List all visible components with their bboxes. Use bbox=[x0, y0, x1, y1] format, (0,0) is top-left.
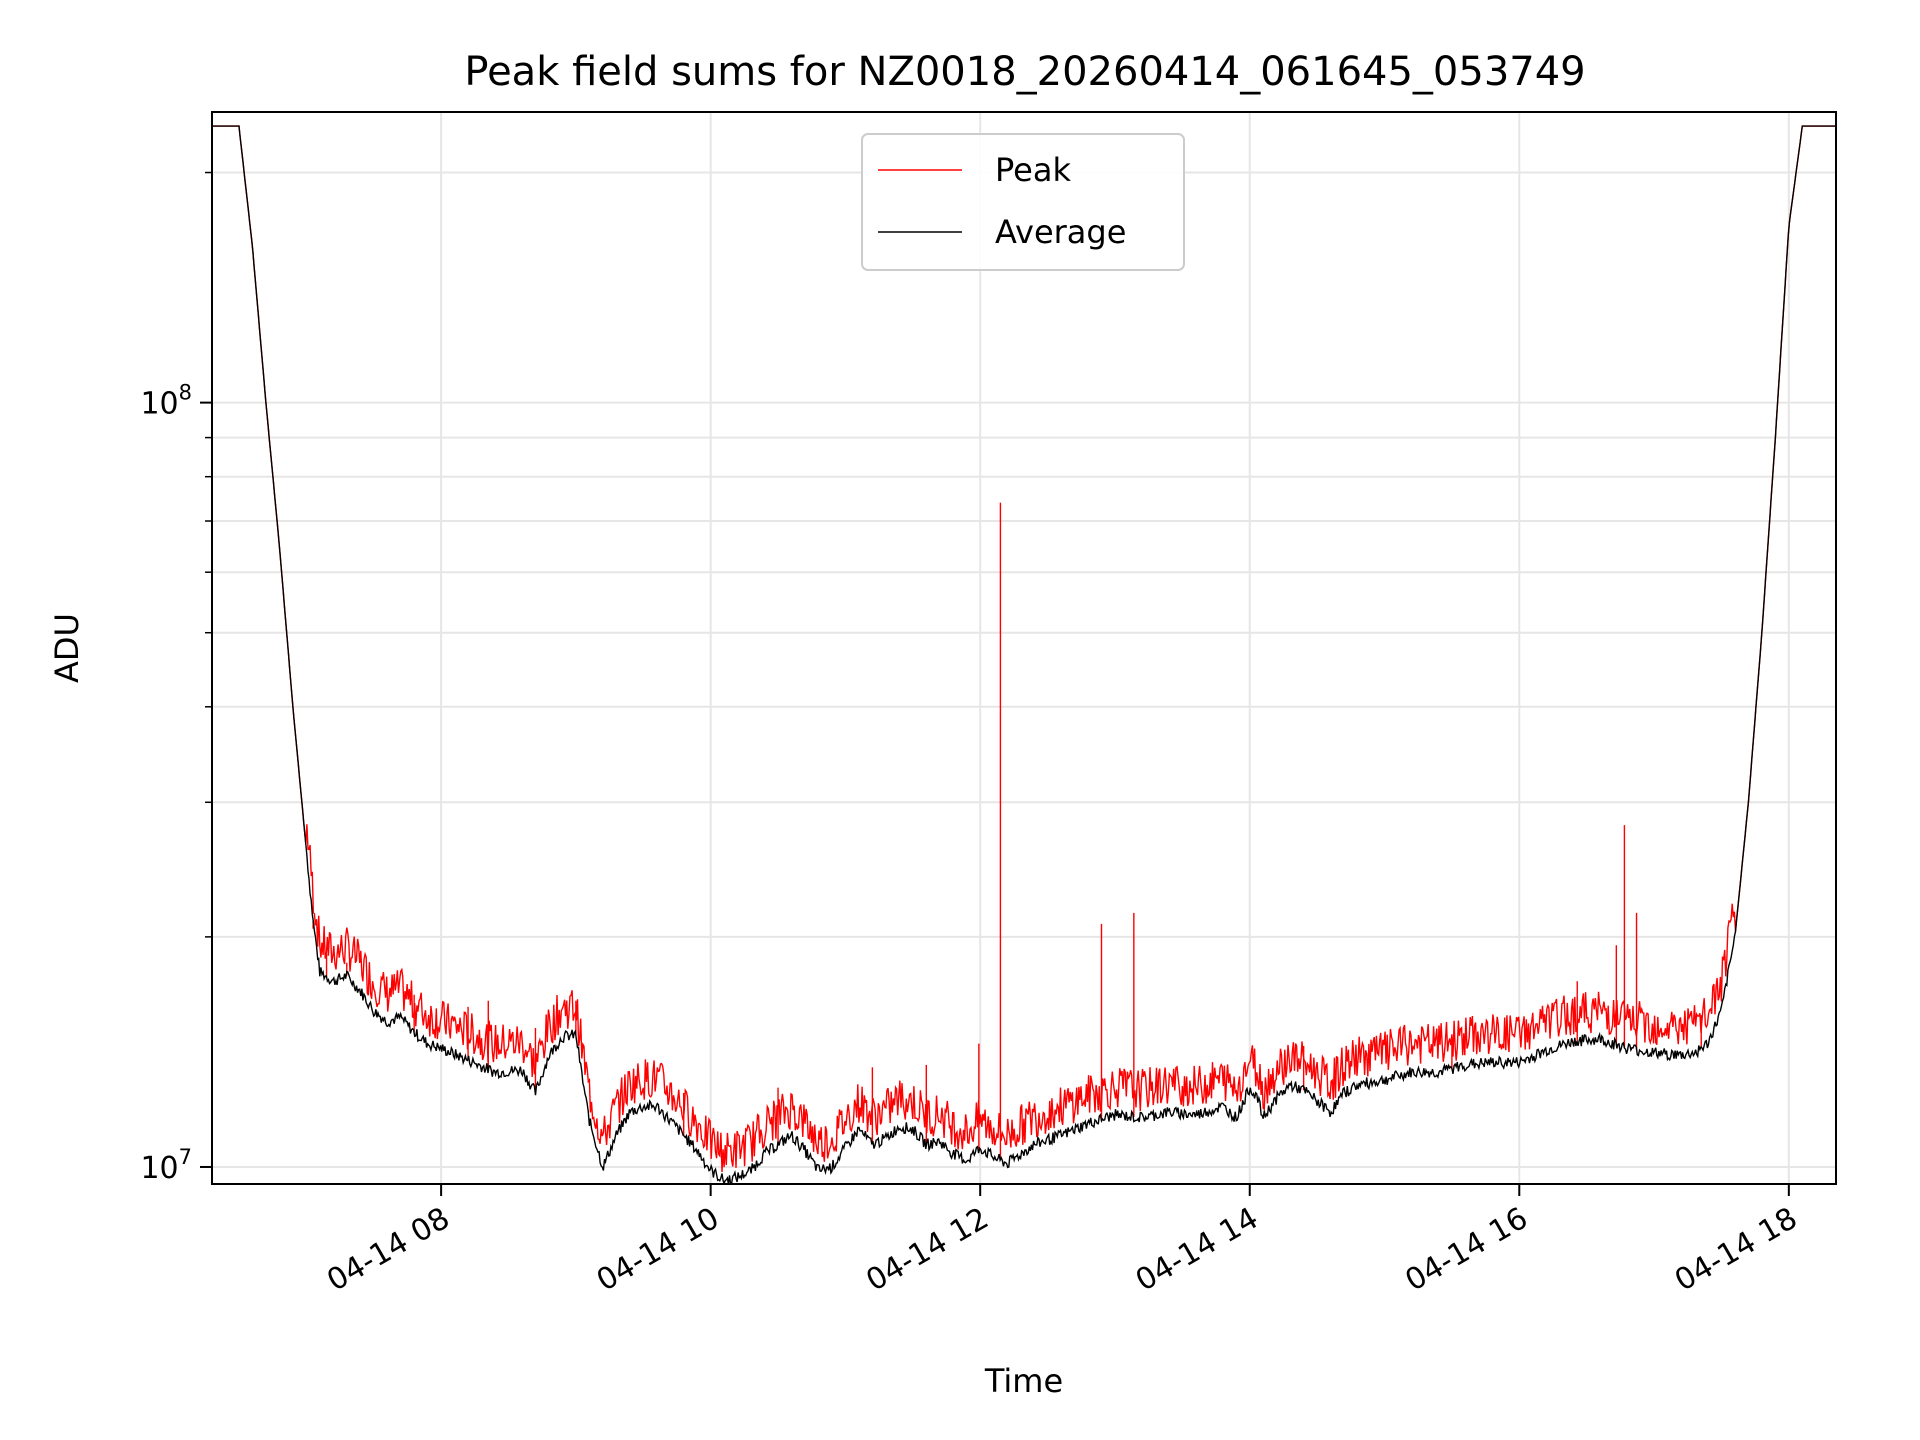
x-axis: 04-14 08 04-14 10 04-14 12 04-14 14 04-14 16… bbox=[321, 1184, 1803, 1299]
series-average bbox=[212, 125, 1836, 1184]
y-tick-base-0: 10 bbox=[140, 1151, 178, 1186]
legend: Peak Average bbox=[861, 133, 1185, 271]
x-tick-label-3: 04-14 14 bbox=[1130, 1201, 1264, 1299]
legend-peak-label: Peak bbox=[995, 151, 1071, 189]
plot-frame bbox=[211, 111, 1837, 1185]
chart-title: Peak field sums for NZ0018_20260414_0616… bbox=[464, 49, 1585, 95]
legend-box bbox=[861, 133, 1185, 271]
y-tick-label-0: 107 bbox=[140, 1145, 192, 1186]
y-tick-exp-0: 7 bbox=[179, 1145, 192, 1169]
x-axis-label: Time bbox=[984, 1362, 1063, 1400]
peak-line bbox=[212, 125, 1836, 1173]
y-tick-base-1: 10 bbox=[140, 387, 178, 422]
y-tick-label-1: 108 bbox=[140, 381, 192, 422]
legend-average-label: Average bbox=[995, 213, 1126, 251]
x-tick-label-5: 04-14 18 bbox=[1669, 1201, 1803, 1299]
average-line bbox=[212, 125, 1836, 1184]
x-tick-label-4: 04-14 16 bbox=[1399, 1201, 1533, 1299]
series-peak bbox=[212, 125, 1836, 1173]
x-tick-label-0: 04-14 08 bbox=[321, 1201, 455, 1299]
x-tick-label-1: 04-14 10 bbox=[591, 1201, 725, 1299]
x-tick-label-2: 04-14 12 bbox=[860, 1201, 994, 1299]
y-tick-exp-1: 8 bbox=[179, 381, 192, 405]
y-axis-label: ADU bbox=[48, 613, 86, 683]
